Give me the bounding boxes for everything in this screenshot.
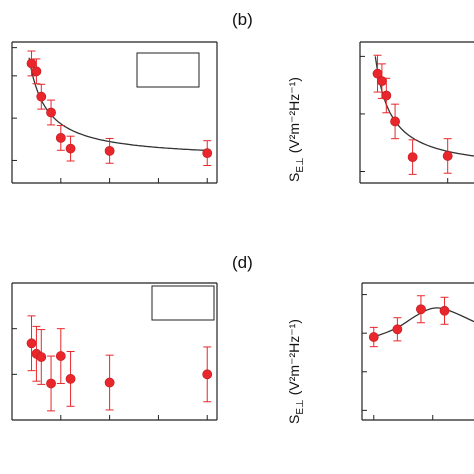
y-axis-symbol: S — [286, 173, 302, 182]
y-axis-subscript: E⊥ — [295, 399, 306, 414]
y-axis-subscript: E⊥ — [295, 157, 306, 172]
data-point — [202, 369, 213, 380]
data-point — [55, 351, 66, 361]
y-axis-unit: (V²m⁻²Hz⁻¹) — [286, 319, 302, 395]
chart-panel-c — [11, 282, 218, 421]
data-point — [381, 90, 392, 101]
data-point — [407, 152, 418, 163]
data-point — [439, 305, 450, 316]
fit-curve — [28, 57, 208, 152]
y-axis-label: SE⊥ (V²m⁻²Hz⁻¹) — [286, 77, 306, 182]
data-point — [202, 148, 213, 159]
panel-label-b: (b) — [232, 10, 253, 29]
data-point — [368, 332, 379, 342]
data-point — [46, 107, 56, 118]
temperature-box — [151, 285, 215, 321]
data-point — [55, 132, 66, 143]
panel-label-d: (d) — [232, 253, 253, 272]
y-axis-unit: (V²m⁻²Hz⁻¹) — [286, 77, 302, 153]
temperature-box — [136, 52, 200, 88]
data-point — [104, 145, 115, 156]
chart-panel-b: SE⊥ (V²m⁻²Hz⁻¹) — [286, 41, 474, 184]
data-point — [46, 378, 56, 389]
data-point — [442, 151, 453, 161]
data-point — [31, 66, 42, 77]
data-point — [65, 373, 76, 384]
data-point — [104, 377, 115, 388]
data-point — [26, 58, 37, 69]
data-point — [36, 352, 47, 362]
data-point — [390, 116, 400, 127]
chart-panel-d: SE⊥ (V²m⁻²Hz⁻¹) — [286, 282, 474, 424]
fit-curve — [374, 56, 474, 157]
y-axis-symbol: S — [286, 415, 302, 424]
y-axis-label: SE⊥ (V²m⁻²Hz⁻¹) — [286, 319, 306, 424]
data-point — [416, 304, 426, 315]
data-point — [392, 324, 403, 335]
data-point — [65, 143, 76, 154]
data-point — [26, 338, 37, 349]
data-point — [36, 91, 47, 102]
chart-panel-a — [11, 41, 218, 184]
